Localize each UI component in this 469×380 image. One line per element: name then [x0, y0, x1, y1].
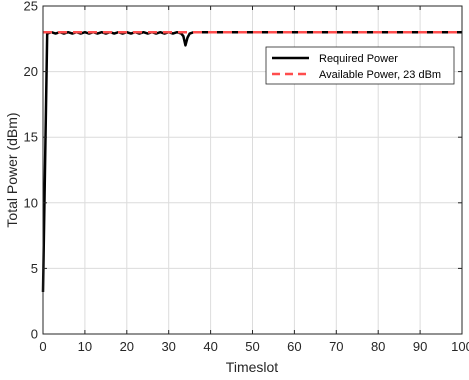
legend-label-required-power: Required Power: [319, 53, 398, 65]
x-tick-label: 80: [371, 339, 385, 354]
y-tick-label: 0: [31, 327, 38, 342]
legend-label-available-power: Available Power, 23 dBm: [319, 69, 441, 81]
legend: Required Power Available Power, 23 dBm: [265, 46, 455, 85]
x-tick-label: 100: [451, 339, 469, 354]
x-tick-labels: 0 10 20 30 40 50 60 70 80 90 100: [39, 339, 469, 354]
ticks-group: [42, 5, 463, 335]
x-tick-label: 90: [413, 339, 427, 354]
y-axis-title: Total Power (dBm): [4, 112, 20, 227]
x-tick-label: 50: [245, 339, 259, 354]
x-tick-label: 40: [203, 339, 217, 354]
y-tick-label: 15: [24, 130, 38, 145]
x-tick-label: 10: [78, 339, 92, 354]
x-tick-label: 20: [120, 339, 134, 354]
x-tick-label: 60: [287, 339, 301, 354]
y-tick-labels: 0 5 10 15 20 25: [24, 0, 38, 342]
y-tick-label: 20: [24, 64, 38, 79]
x-axis-title: Timeslot: [226, 359, 278, 375]
legend-box: [265, 46, 455, 85]
y-tick-label: 5: [31, 261, 38, 276]
x-tick-label: 0: [39, 339, 46, 354]
series-group: [41, 30, 462, 293]
x-tick-label: 30: [161, 339, 175, 354]
y-tick-label: 10: [24, 195, 38, 210]
y-tick-label: 25: [24, 0, 38, 14]
x-tick-label: 70: [329, 339, 343, 354]
